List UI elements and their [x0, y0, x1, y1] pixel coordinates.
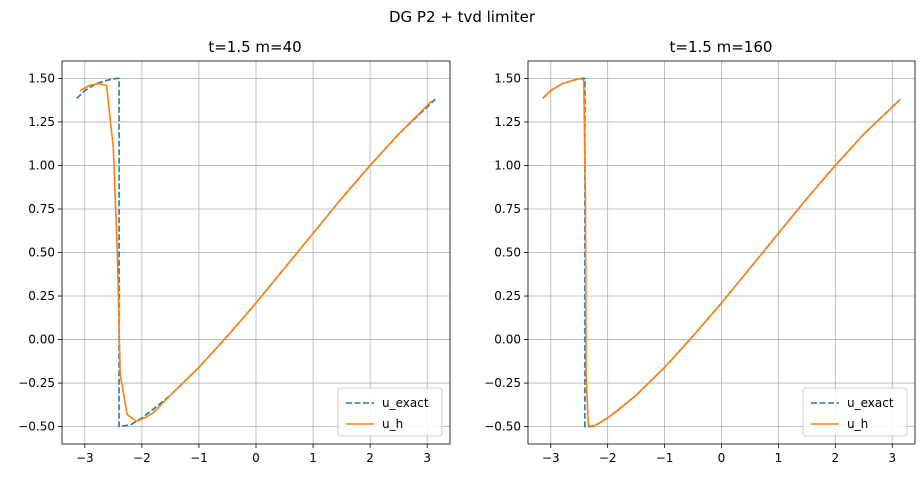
right-x-tick-label: 2	[832, 451, 840, 465]
left-y-tick-label: 1.50	[28, 71, 55, 85]
right-y-tick-label: 0.25	[494, 289, 521, 303]
left-chart-panel: t=1.5 m=40 −3 −2 −1 0 1 2 3 −0.50 −0.25 0.00 0.25 0…	[18, 38, 451, 465]
right-x-tick-label: 1	[775, 451, 783, 465]
left-x-tick-label: −1	[190, 451, 208, 465]
right-x-tick-label: −1	[656, 451, 674, 465]
left-y-tick-label: 0.75	[28, 202, 55, 216]
right-y-tick-label: −0.50	[484, 420, 521, 434]
right-y-tick-label: 1.50	[494, 71, 521, 85]
right-y-tick-label: 1.25	[494, 115, 521, 129]
right-y-tick-label: 0.00	[494, 333, 521, 347]
left-series-u-h	[79, 82, 433, 423]
right-x-tick-label: −2	[599, 451, 617, 465]
left-legend-label-u-exact: u_exact	[382, 396, 429, 410]
right-chart-panel: t=1.5 m=160 −3 −2 −1 0 1 2 3 −0.50 −0.25 0.00 0.25…	[484, 38, 916, 465]
left-legend: u_exact u_h	[337, 387, 443, 437]
left-legend-label-u-h: u_h	[382, 417, 403, 431]
left-y-tick-label: 0.25	[28, 289, 55, 303]
right-chart-title: t=1.5 m=160	[670, 38, 773, 56]
right-legend: u_exact u_h	[802, 387, 908, 437]
left-x-tick-label: 3	[423, 451, 431, 465]
right-axes-frame	[527, 60, 916, 445]
right-x-tick-label: −3	[542, 451, 560, 465]
right-series-u-h	[542, 77, 901, 428]
right-x-tick-label: 3	[888, 451, 896, 465]
left-x-tick-label: 1	[309, 451, 317, 465]
right-x-tick-label: 0	[718, 451, 726, 465]
left-chart-title: t=1.5 m=40	[208, 38, 301, 56]
left-x-tick-label: −2	[133, 451, 151, 465]
left-x-tick-label: 2	[366, 451, 374, 465]
left-x-tick-label: −3	[76, 451, 94, 465]
right-legend-label-u-h: u_h	[847, 417, 868, 431]
left-x-tick-label: 0	[252, 451, 260, 465]
right-y-tick-label: −0.25	[484, 376, 521, 390]
right-y-tick-label: 0.50	[494, 246, 521, 260]
right-legend-label-u-exact: u_exact	[847, 396, 894, 410]
left-y-tick-label: 0.00	[28, 333, 55, 347]
left-y-tick-label: 1.00	[28, 158, 55, 172]
right-y-tick-label: 1.00	[494, 158, 521, 172]
right-y-tick-label: 0.75	[494, 202, 521, 216]
left-y-tick-label: 1.25	[28, 115, 55, 129]
left-axes-frame	[61, 60, 451, 445]
left-y-tick-label: −0.25	[18, 376, 55, 390]
figure-title: DG P2 + tvd limiter	[389, 8, 536, 26]
left-y-tick-label: 0.50	[28, 246, 55, 260]
left-y-tick-label: −0.50	[18, 420, 55, 434]
